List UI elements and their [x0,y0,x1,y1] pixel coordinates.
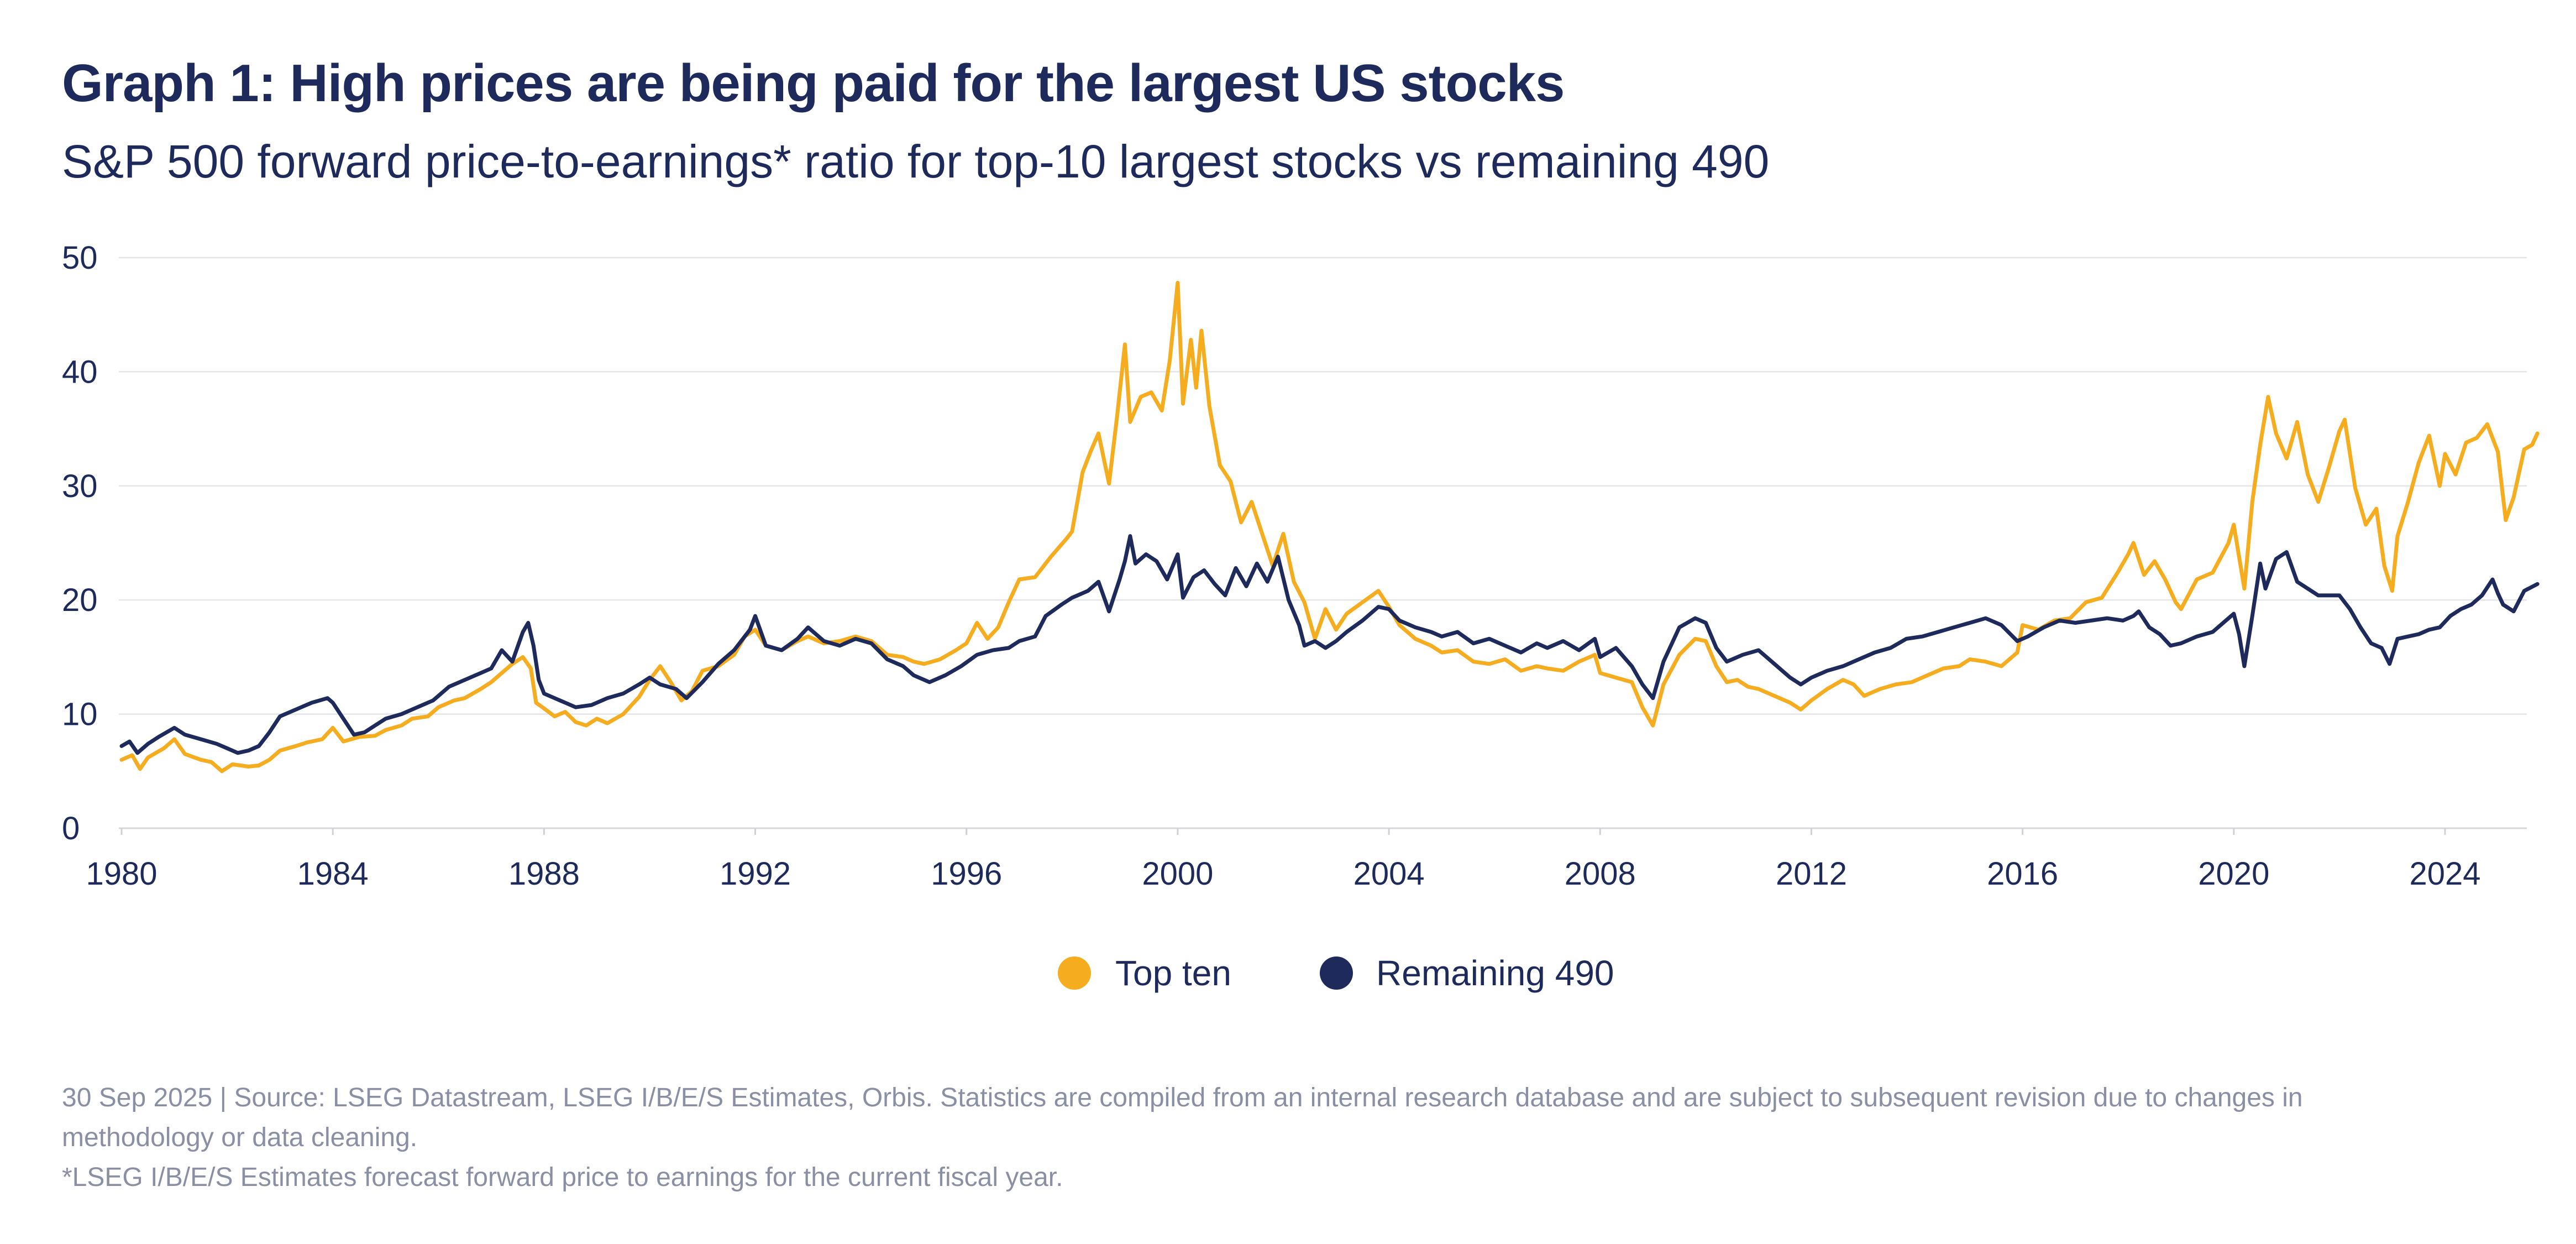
legend-marker-remaining-490 [1320,956,1353,990]
legend: Top ten Remaining 490 [1058,953,1614,993]
y-tick-label: 20 [62,582,98,618]
x-tick-label: 1996 [931,856,1002,892]
x-tick-label: 1992 [720,856,791,892]
x-tick-label: 1984 [297,856,369,892]
x-tick-label: 2008 [1565,856,1636,892]
y-tick-label: 0 [62,811,80,846]
x-tick-label: 2016 [1987,856,2058,892]
x-tick-label: 1980 [86,856,157,892]
gridlines [119,258,2527,828]
legend-marker-top-ten [1058,956,1091,990]
chart-footer: 30 Sep 2025 | Source: LSEG Datastream, L… [62,1078,2505,1198]
series-line-remaining-490 [122,536,2537,753]
x-tick-label: 2004 [1353,856,1425,892]
y-tick-label: 10 [62,697,98,733]
x-tick-label: 2000 [1142,856,1213,892]
y-tick-label: 30 [62,468,98,504]
legend-label-top-ten: Top ten [1115,953,1231,993]
footer-source-line-2: methodology or data cleaning. [62,1118,2505,1158]
x-tick-label: 1988 [508,856,580,892]
chart-canvas: 0 10 20 30 40 50 1980 1984 1988 1992 1996 2000 2004 2… [0,0,2576,1244]
series-lines [122,283,2537,771]
series-line-top-ten [122,283,2537,771]
x-tick-label: 2024 [2409,856,2480,892]
footer-source-line-1: 30 Sep 2025 | Source: LSEG Datastream, L… [62,1078,2505,1118]
footer-note: *LSEG I/B/E/S Estimates forecast forward… [62,1158,2505,1198]
x-tick-label: 2020 [2198,856,2269,892]
y-tick-label: 50 [62,240,98,276]
y-tick-label: 40 [62,354,98,390]
legend-label-remaining-490: Remaining 490 [1376,953,1614,993]
x-tick-label: 2012 [1776,856,1847,892]
